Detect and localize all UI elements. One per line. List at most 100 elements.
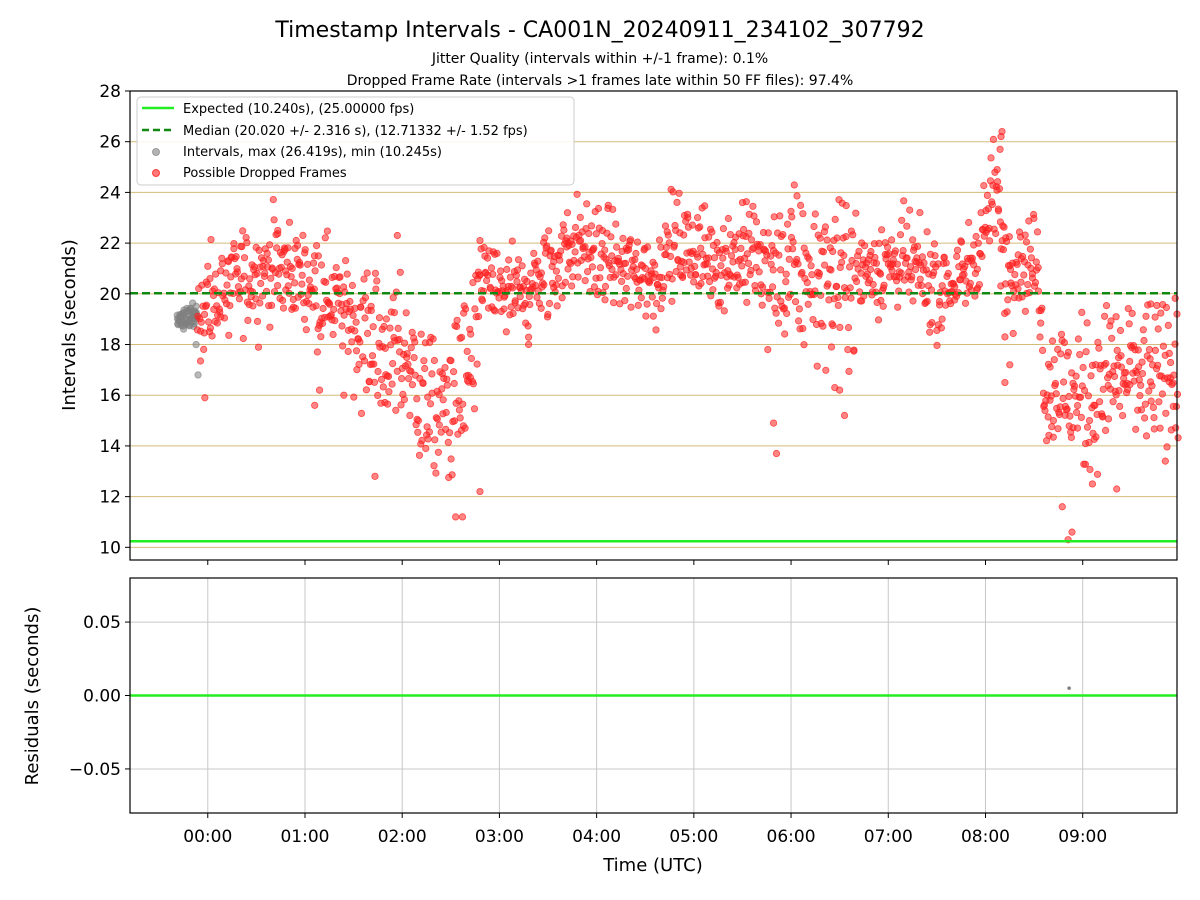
- dropped-frame-point: [855, 247, 863, 255]
- dropped-frame-point: [983, 191, 992, 199]
- dropped-frame-point: [371, 269, 379, 277]
- dropped-frame-point: [1041, 406, 1049, 415]
- dropped-frame-point: [1064, 348, 1073, 356]
- dropped-frame-point: [831, 215, 839, 223]
- interval-point: [178, 310, 186, 318]
- dropped-frame-point: [705, 233, 713, 241]
- dropped-frame-point: [285, 218, 294, 226]
- dropped-frame-point: [389, 294, 397, 302]
- dropped-frame-point: [469, 380, 477, 388]
- dropped-frame-point: [1060, 338, 1069, 347]
- dropped-frame-point: [371, 472, 379, 480]
- dropped-frame-point: [612, 271, 620, 279]
- dropped-frame-point: [298, 271, 306, 279]
- dropped-frame-point: [1074, 401, 1082, 410]
- dropped-frame-point: [619, 234, 627, 242]
- dropped-frame-point: [685, 258, 693, 266]
- dropped-frame-point: [898, 216, 906, 224]
- dropped-frame-point: [798, 268, 806, 277]
- dropped-frame-point: [361, 314, 369, 322]
- dropped-frame-point: [842, 202, 850, 210]
- dropped-frame-point: [284, 244, 292, 252]
- dropped-frame-point: [1017, 278, 1025, 286]
- dropped-frame-point: [250, 263, 258, 271]
- dropped-frame-point: [511, 297, 519, 305]
- dropped-frame-point: [220, 314, 229, 322]
- dropped-frame-point: [1013, 260, 1021, 268]
- dropped-frame-point: [266, 323, 274, 331]
- dropped-frame-point: [789, 238, 797, 246]
- dropped-frame-point: [408, 381, 416, 389]
- dropped-frame-point: [992, 229, 1000, 238]
- dropped-frame-point: [1063, 405, 1071, 413]
- legend-expected-label: Expected (10.240s), (25.00000 fps): [183, 102, 414, 117]
- x-tick-label: 08:00: [961, 827, 1010, 847]
- dropped-frame-point: [363, 269, 371, 277]
- dropped-frame-point: [633, 238, 642, 246]
- dropped-frame-point: [360, 357, 369, 365]
- dropped-frame-point: [1164, 321, 1172, 329]
- dropped-frame-point: [709, 286, 717, 294]
- dropped-frame-point: [968, 254, 976, 262]
- dropped-frame-point: [758, 301, 766, 309]
- dropped-frame-point: [583, 200, 591, 208]
- dropped-frame-point: [388, 380, 396, 388]
- dropped-frame-point: [564, 265, 572, 273]
- dropped-frame-point: [524, 333, 533, 341]
- dropped-frame-point: [397, 401, 405, 409]
- dropped-frame-point: [357, 409, 366, 417]
- dropped-frame-point: [875, 239, 883, 247]
- dropped-frame-point: [849, 231, 857, 239]
- dropped-frame-point: [374, 391, 382, 399]
- dropped-frame-point: [609, 205, 617, 213]
- intervals-y-tick-label: 24: [99, 183, 121, 203]
- dropped-frame-point: [775, 251, 783, 259]
- dropped-frame-point: [1115, 386, 1123, 395]
- dropped-frame-point: [1126, 357, 1134, 365]
- dropped-frame-point: [1141, 400, 1150, 408]
- intervals-y-tick-label: 20: [99, 285, 121, 305]
- dropped-frame-point: [1057, 350, 1065, 358]
- dropped-frame-point: [541, 234, 549, 242]
- dropped-frame-point: [431, 436, 439, 444]
- dropped-frame-point: [296, 261, 304, 269]
- intervals-y-tick-label: 14: [99, 437, 121, 457]
- dropped-frame-point: [782, 278, 790, 286]
- dropped-frame-point: [989, 135, 998, 143]
- dropped-frame-point: [913, 242, 922, 250]
- dropped-frame-point: [404, 374, 413, 383]
- dropped-frame-point: [350, 393, 358, 401]
- dropped-frame-point: [923, 297, 931, 305]
- dropped-frame-point: [634, 301, 642, 309]
- dropped-frame-point: [832, 282, 841, 290]
- dropped-frame-point: [1170, 371, 1178, 379]
- x-tick-label: 00:00: [183, 827, 232, 847]
- dropped-frame-point: [877, 226, 886, 234]
- dropped-frame-point: [744, 259, 753, 267]
- dropped-frame-point: [987, 154, 995, 162]
- dropped-frame-point: [799, 324, 807, 333]
- dropped-frame-point: [274, 226, 282, 235]
- dropped-frame-point: [314, 252, 322, 260]
- dropped-frame-point: [317, 333, 325, 341]
- dropped-frame-point: [1167, 358, 1175, 367]
- dropped-frame-point: [693, 214, 702, 222]
- dropped-frame-point: [493, 249, 501, 257]
- dropped-frame-point: [370, 378, 379, 386]
- dropped-frame-point: [657, 305, 665, 313]
- dropped-frame-point: [321, 234, 329, 242]
- dropped-frame-point: [1073, 424, 1082, 432]
- dropped-frame-point: [944, 269, 952, 277]
- dropped-frame-point: [560, 226, 568, 234]
- dropped-frame-point: [383, 400, 392, 408]
- dropped-frame-point: [923, 228, 931, 236]
- dropped-frame-point: [435, 391, 443, 399]
- dropped-frame-point: [448, 471, 456, 479]
- dropped-frame-point: [301, 246, 309, 254]
- dropped-frame-point: [1116, 402, 1124, 410]
- dropped-frame-point: [430, 462, 438, 470]
- dropped-frame-point: [1095, 344, 1103, 352]
- dropped-frame-point: [1076, 393, 1085, 401]
- dropped-frame-point: [703, 260, 711, 268]
- dropped-frame-point: [783, 220, 792, 228]
